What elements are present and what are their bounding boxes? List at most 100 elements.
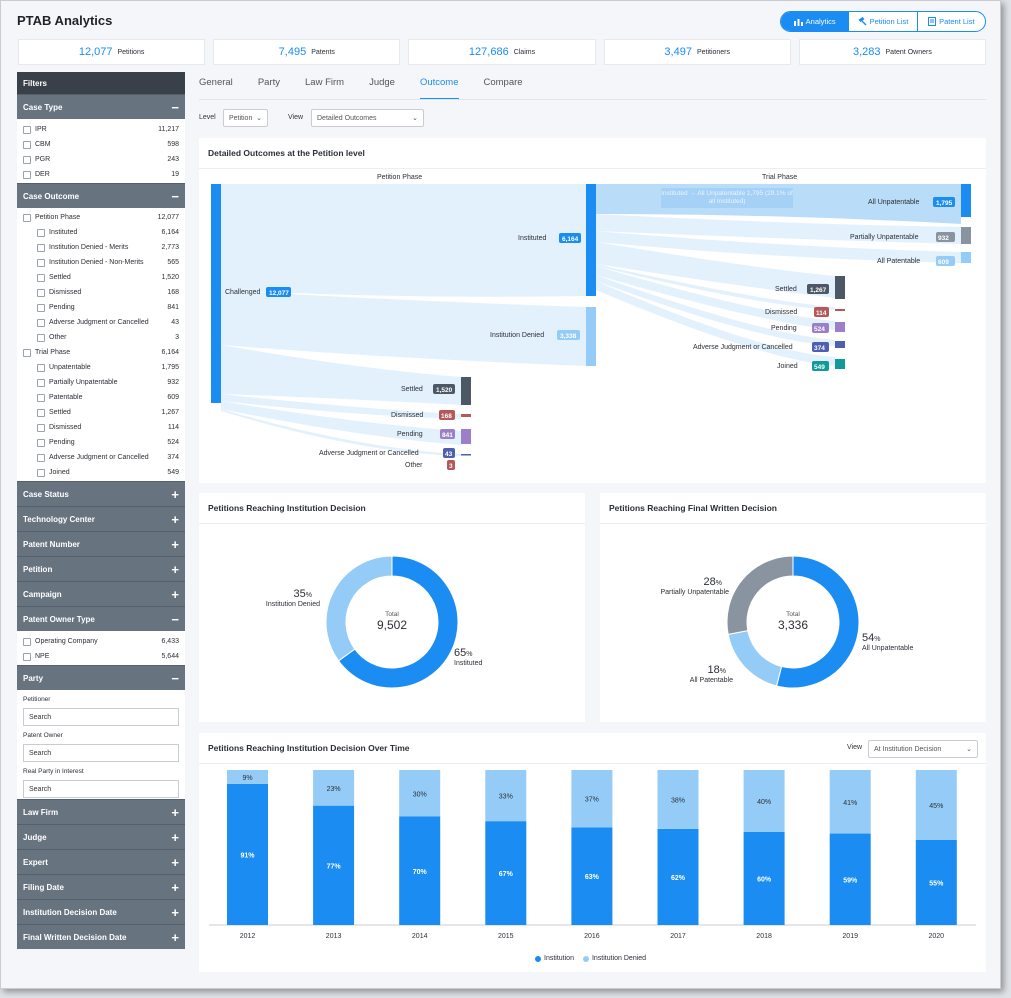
checkbox[interactable] (37, 289, 45, 297)
filter-option[interactable]: Pending841 (17, 300, 185, 315)
filter-option[interactable]: Joined549 (17, 465, 185, 480)
filing-date-section-header[interactable]: Filing Date+ (17, 874, 185, 899)
checkbox[interactable] (37, 364, 45, 372)
real-party-search-input[interactable]: Search (23, 780, 179, 798)
checkbox[interactable] (37, 379, 45, 387)
final-written-decision-date-section-header[interactable]: Final Written Decision Date+ (17, 924, 185, 949)
expand-icon[interactable]: + (171, 805, 179, 820)
checkbox[interactable] (23, 214, 31, 222)
checkbox[interactable] (37, 244, 45, 252)
level-select[interactable]: Petition⌄ (223, 109, 268, 127)
filter-option[interactable]: Other3 (17, 330, 185, 345)
filter-option[interactable]: Instituted6,164 (17, 225, 185, 240)
filter-option-npe[interactable]: NPE5,644 (17, 649, 185, 664)
petition-list-nav-button[interactable]: Petition List (849, 12, 917, 31)
expand-icon[interactable]: + (171, 487, 179, 502)
checkbox[interactable] (23, 349, 31, 357)
checkbox[interactable] (23, 638, 31, 646)
node-pending[interactable] (461, 429, 471, 444)
checkbox[interactable] (37, 259, 45, 267)
petition-section-header[interactable]: Petition+ (17, 556, 185, 581)
checkbox[interactable] (37, 229, 45, 237)
donut-slice-institution-denied[interactable] (326, 556, 392, 661)
checkbox[interactable] (37, 319, 45, 327)
node-trial-pending[interactable] (835, 322, 845, 332)
node-settled[interactable] (461, 377, 471, 405)
checkbox[interactable] (37, 274, 45, 282)
tab-law-firm[interactable]: Law Firm (305, 77, 344, 100)
filter-option[interactable]: Institution Denied - Non-Merits565 (17, 255, 185, 270)
node-all-unpatentable[interactable] (961, 184, 971, 217)
filter-option[interactable]: Dismissed168 (17, 285, 185, 300)
checkbox[interactable] (37, 439, 45, 447)
case-type-section-header[interactable]: Case Type− (17, 94, 185, 119)
filter-option-pgr[interactable]: PGR243 (17, 152, 185, 167)
expand-icon[interactable]: + (171, 855, 179, 870)
filter-option[interactable]: Adverse Judgment or Cancelled374 (17, 450, 185, 465)
expand-icon[interactable]: + (171, 880, 179, 895)
donut-slice-all-patentable[interactable] (728, 631, 781, 686)
expand-icon[interactable]: + (171, 905, 179, 920)
tab-party[interactable]: Party (258, 77, 280, 100)
node-partially-unpatentable[interactable] (961, 227, 971, 244)
checkbox[interactable] (37, 304, 45, 312)
patent-owner-search-input[interactable]: Search (23, 744, 179, 762)
law-firm-section-header[interactable]: Law Firm+ (17, 799, 185, 824)
tab-outcome[interactable]: Outcome (420, 77, 459, 100)
patent-owner-type-section-header[interactable]: Patent Owner Type− (17, 606, 185, 631)
filter-option[interactable]: Unpatentable1,795 (17, 360, 185, 375)
tab-general[interactable]: General (199, 77, 233, 100)
filter-option[interactable]: Partially Unpatentable932 (17, 375, 185, 390)
patent-list-nav-button[interactable]: Patent List (918, 12, 985, 31)
filter-option-cbm[interactable]: CBM598 (17, 137, 185, 152)
case-status-section-header[interactable]: Case Status+ (17, 481, 185, 506)
filter-option[interactable]: Dismissed114 (17, 420, 185, 435)
expand-icon[interactable]: + (171, 562, 179, 577)
expand-icon[interactable]: + (171, 930, 179, 945)
checkbox[interactable] (23, 141, 31, 149)
campaign-section-header[interactable]: Campaign+ (17, 581, 185, 606)
expert-section-header[interactable]: Expert+ (17, 849, 185, 874)
petitioner-search-input[interactable]: Search (23, 708, 179, 726)
institution-decision-date-section-header[interactable]: Institution Decision Date+ (17, 899, 185, 924)
filter-option[interactable]: Adverse Judgment or Cancelled43 (17, 315, 185, 330)
tab-compare[interactable]: Compare (484, 77, 523, 100)
node-trial-settled[interactable] (835, 276, 845, 299)
checkbox[interactable] (23, 156, 31, 164)
checkbox[interactable] (37, 394, 45, 402)
node-challenged[interactable] (211, 184, 221, 403)
checkbox[interactable] (37, 424, 45, 432)
case-outcome-section-header[interactable]: Case Outcome− (17, 183, 185, 208)
node-all-patentable[interactable] (961, 252, 971, 263)
analytics-nav-button[interactable]: Analytics (781, 12, 849, 31)
collapse-icon[interactable]: − (171, 612, 179, 627)
collapse-icon[interactable]: − (171, 671, 179, 686)
patent-number-section-header[interactable]: Patent Number+ (17, 531, 185, 556)
node-dismissed[interactable] (461, 414, 471, 417)
filter-option-ipr[interactable]: IPR11,217 (17, 122, 185, 137)
judge-section-header[interactable]: Judge+ (17, 824, 185, 849)
filter-option[interactable]: Settled1,520 (17, 270, 185, 285)
technology-center-section-header[interactable]: Technology Center+ (17, 506, 185, 531)
node-trial-dismissed[interactable] (835, 309, 845, 311)
filter-option[interactable]: Settled1,267 (17, 405, 185, 420)
filter-option[interactable]: Patentable609 (17, 390, 185, 405)
checkbox[interactable] (37, 409, 45, 417)
expand-icon[interactable]: + (171, 537, 179, 552)
checkbox[interactable] (23, 171, 31, 179)
filter-option-operating-company[interactable]: Operating Company6,433 (17, 634, 185, 649)
checkbox[interactable] (23, 126, 31, 134)
filter-option-trial-phase[interactable]: Trial Phase6,164 (17, 345, 185, 360)
checkbox[interactable] (37, 334, 45, 342)
filter-option[interactable]: Institution Denied - Merits2,773 (17, 240, 185, 255)
expand-icon[interactable]: + (171, 587, 179, 602)
node-instituted[interactable] (586, 184, 596, 296)
checkbox[interactable] (37, 454, 45, 462)
tab-judge[interactable]: Judge (369, 77, 395, 100)
view-select[interactable]: Detailed Outcomes⌄ (311, 109, 424, 127)
party-section-header[interactable]: Party− (17, 665, 185, 690)
over-time-view-select[interactable]: At Institution Decision⌄ (868, 740, 978, 758)
filter-option[interactable]: Pending524 (17, 435, 185, 450)
filter-option-petition-phase[interactable]: Petition Phase12,077 (17, 210, 185, 225)
filter-option-der[interactable]: DER19 (17, 167, 185, 182)
